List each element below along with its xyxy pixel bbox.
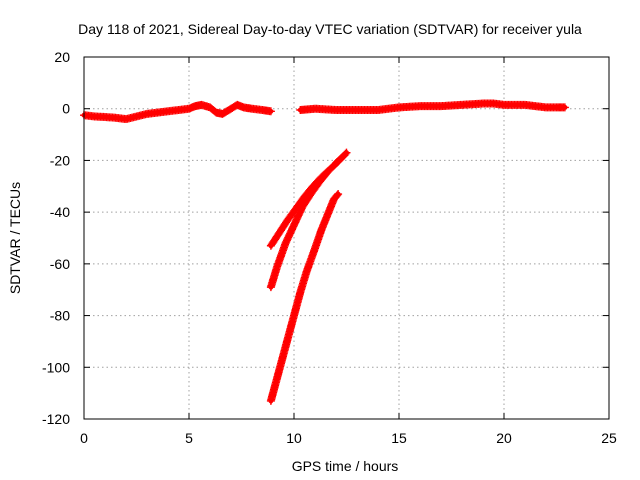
y-tick-label: -20 (50, 152, 70, 168)
x-tick-label: 5 (185, 430, 193, 446)
x-tick-label: 25 (601, 430, 617, 446)
y-tick-label: -60 (50, 256, 70, 272)
series-track-e (266, 190, 343, 405)
plot-frame (83, 56, 610, 420)
y-tick-label: -40 (50, 204, 70, 220)
data-point (266, 107, 275, 116)
chart-title: Day 118 of 2021, Sidereal Day-to-day VTE… (78, 21, 582, 37)
data-point (333, 191, 342, 200)
y-tick-label: -80 (50, 308, 70, 324)
x-axis-label: GPS time / hours (292, 458, 399, 474)
tick-labels: 0 5 10 15 20 25 20 0 -20 -40 -60 -80 -100 -120 (42, 49, 617, 446)
axes (83, 56, 610, 420)
series-track-b (296, 99, 569, 115)
plot-data (80, 99, 569, 405)
y-tick-label: -100 (42, 359, 70, 375)
data-point (560, 103, 569, 112)
x-tick-label: 10 (286, 430, 302, 446)
x-tick-label: 20 (496, 430, 512, 446)
series-track-a (80, 100, 275, 124)
data-point (340, 151, 349, 160)
data-point (339, 152, 348, 161)
series-track-d (266, 151, 349, 292)
x-tick-label: 15 (391, 430, 407, 446)
y-axis-label: SDTVAR / TECUs (7, 182, 23, 294)
data-point (334, 190, 343, 199)
y-tick-label: 0 (62, 101, 70, 117)
y-tick-label: -120 (42, 411, 70, 427)
x-tick-label: 0 (80, 430, 88, 446)
y-tick-label: 20 (54, 49, 70, 65)
